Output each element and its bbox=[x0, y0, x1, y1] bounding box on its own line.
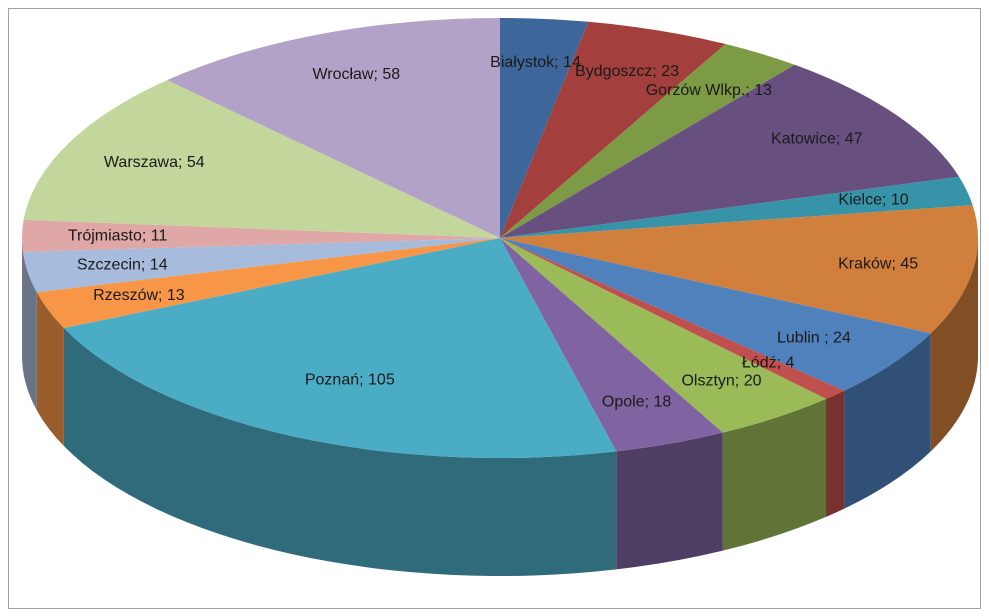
slice: Bydgoszcz bbox=[500, 21, 726, 239]
data-label: Opole; 18 bbox=[602, 394, 671, 411]
slice-side bbox=[844, 333, 931, 509]
slice: Poznań bbox=[63, 238, 617, 458]
slice: Opole bbox=[500, 238, 723, 452]
slice-side bbox=[722, 398, 827, 551]
data-label: Wrocław; 58 bbox=[312, 66, 400, 83]
data-label: Olsztyn; 20 bbox=[681, 373, 761, 390]
slice: Gorzów Wlkp. bbox=[500, 44, 795, 239]
slice-side bbox=[36, 292, 64, 447]
data-label: Katowice; 47 bbox=[771, 131, 863, 148]
slice-side bbox=[63, 328, 617, 576]
data-label: Szczecin; 14 bbox=[77, 257, 168, 274]
slice: Białystok bbox=[500, 18, 589, 238]
slice: Trójmiasto bbox=[21, 219, 500, 252]
slice: Lublin bbox=[500, 238, 931, 391]
sides bbox=[22, 238, 978, 576]
data-label: Gorzów Wlkp.; 13 bbox=[646, 82, 772, 99]
data-label: Białystok; 14 bbox=[490, 54, 581, 71]
data-label: Łódź; 4 bbox=[742, 355, 795, 372]
slice-side bbox=[22, 238, 23, 370]
slice: Kraków bbox=[500, 205, 978, 334]
tops: BiałystokBydgoszczGorzów Wlkp.KatowiceKi… bbox=[21, 18, 978, 458]
slice-side bbox=[22, 251, 37, 411]
data-label: Lublin ; 24 bbox=[777, 330, 851, 347]
data-label: Poznań; 105 bbox=[305, 372, 395, 389]
slice: Warszawa bbox=[23, 80, 500, 238]
slice: Olsztyn bbox=[500, 238, 827, 433]
slice: Wrocław bbox=[167, 18, 500, 238]
slice: Rzeszów bbox=[36, 238, 500, 329]
slice: Łódź bbox=[500, 238, 845, 399]
data-label: Trójmiasto; 11 bbox=[68, 227, 168, 244]
data-label: Kielce; 10 bbox=[838, 192, 908, 209]
slice-side bbox=[616, 432, 723, 570]
data-label: Kraków; 45 bbox=[838, 255, 918, 272]
data-label: Warszawa; 54 bbox=[104, 154, 205, 171]
slice: Kielce bbox=[500, 176, 973, 238]
slice: Katowice bbox=[500, 64, 960, 238]
data-label: Bydgoszcz; 23 bbox=[575, 63, 679, 80]
slice-side bbox=[826, 390, 845, 517]
slice-side bbox=[930, 238, 978, 452]
slice: Szczecin bbox=[22, 238, 501, 293]
data-label: Rzeszów; 13 bbox=[93, 287, 185, 304]
